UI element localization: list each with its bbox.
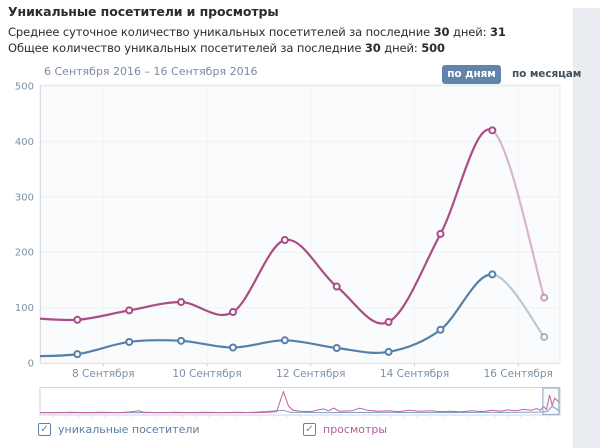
- navigator-strip[interactable]: [39, 387, 561, 416]
- y-axis-label: 0: [28, 359, 34, 370]
- stats-text: Общее количество уникальных посетителей …: [8, 40, 365, 55]
- by-months-button[interactable]: по месяцам: [512, 68, 582, 80]
- data-point-marker[interactable]: [228, 308, 237, 317]
- data-point-marker[interactable]: [125, 337, 134, 346]
- y-axis-label: 400: [15, 137, 34, 148]
- data-point-marker[interactable]: [540, 293, 549, 302]
- y-axis-label: 200: [15, 248, 34, 259]
- legend-checkbox-unique-visitors[interactable]: ✓: [38, 423, 51, 436]
- check-icon: ✓: [40, 424, 49, 435]
- check-icon: ✓: [305, 424, 314, 435]
- stats-text: Среднее суточное количество уникальных п…: [8, 25, 434, 39]
- series-line-faded-segment: [492, 273, 546, 338]
- data-point-marker[interactable]: [332, 344, 341, 353]
- x-axis-label: 8 Сентября: [72, 368, 135, 380]
- series-line-visitors: [40, 273, 493, 358]
- page-side-background: [573, 8, 600, 448]
- series-line-views: [40, 128, 493, 325]
- date-range-link[interactable]: 6 Сентября 2016 – 16 Сентября 2016: [44, 65, 258, 78]
- x-axis-label: 12 Сентября: [276, 368, 345, 380]
- data-point-marker[interactable]: [177, 298, 186, 307]
- plot-area: [39, 84, 561, 364]
- x-axis-label: 16 Сентября: [484, 368, 553, 380]
- stats-value-average: 31: [489, 25, 506, 39]
- data-point-marker[interactable]: [73, 350, 82, 359]
- page-title: Уникальные посетители и просмотры: [8, 4, 279, 19]
- series-line-faded-segment: [491, 129, 546, 298]
- data-point-marker[interactable]: [73, 315, 82, 324]
- data-point-marker[interactable]: [280, 336, 289, 345]
- y-axis-label: 500: [15, 82, 34, 93]
- data-point-marker[interactable]: [332, 282, 341, 291]
- y-axis-label: 300: [15, 192, 34, 203]
- x-axis-label: 10 Сентября: [172, 368, 241, 380]
- by-days-button[interactable]: по дням: [442, 65, 501, 84]
- data-point-marker[interactable]: [488, 270, 497, 279]
- chart-legend: ✓ уникальные посетители ✓ просмотры: [0, 423, 560, 441]
- data-point-marker[interactable]: [436, 325, 445, 334]
- x-axis-label: 14 Сентября: [380, 368, 449, 380]
- stats-value-total: 500: [421, 40, 445, 55]
- legend-label-views: просмотры: [323, 423, 388, 436]
- data-point-marker[interactable]: [177, 336, 186, 345]
- stats-value-days: 30: [364, 40, 381, 55]
- data-point-marker[interactable]: [488, 126, 497, 135]
- stats-text: дней:: [449, 25, 490, 39]
- stats-line-average: Среднее суточное количество уникальных п…: [8, 25, 506, 41]
- stats-line-total: Общее количество уникальных посетителей …: [8, 41, 506, 57]
- stats-text: дней:: [380, 40, 422, 55]
- data-point-marker[interactable]: [384, 347, 393, 356]
- legend-item-views[interactable]: ✓ просмотры: [303, 423, 387, 436]
- legend-item-unique-visitors[interactable]: ✓ уникальные посетители: [38, 423, 200, 436]
- navigator-selection-window[interactable]: [542, 387, 560, 416]
- stats-value-days: 30: [433, 25, 450, 39]
- data-point-marker[interactable]: [436, 229, 445, 238]
- data-point-marker[interactable]: [125, 306, 134, 315]
- y-axis-label: 100: [15, 303, 34, 314]
- stats-summary: Среднее суточное количество уникальных п…: [8, 25, 506, 56]
- data-point-marker[interactable]: [384, 318, 393, 327]
- navigator-sparkline-views: [40, 390, 561, 414]
- legend-checkbox-views[interactable]: ✓: [303, 423, 316, 436]
- legend-label-unique-visitors: уникальные посетители: [58, 423, 200, 436]
- data-point-marker[interactable]: [280, 236, 289, 245]
- data-point-marker[interactable]: [540, 332, 549, 341]
- data-point-marker[interactable]: [228, 343, 237, 352]
